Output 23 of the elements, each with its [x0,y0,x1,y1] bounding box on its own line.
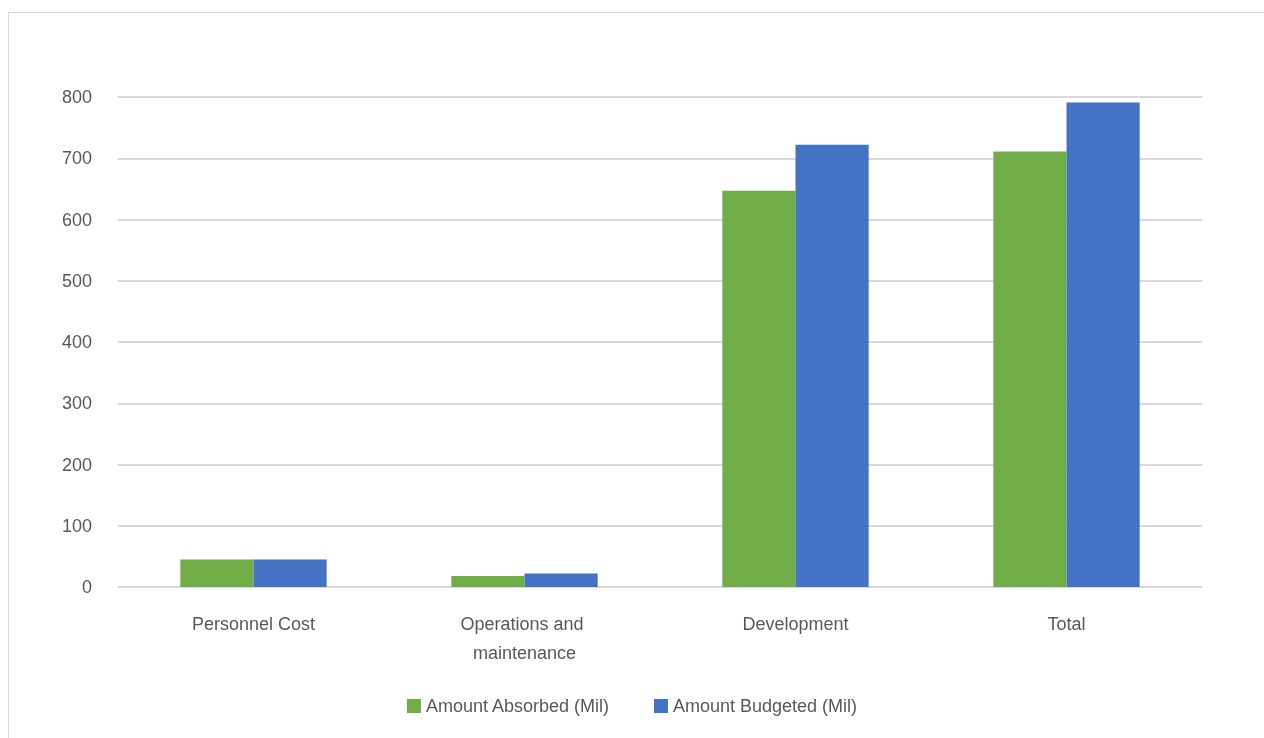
y-tick-label: 0 [81,577,92,597]
y-tick-label: 400 [61,332,92,352]
bar [524,573,598,587]
bar [1066,102,1140,587]
x-tick-label: Operations and maintenance [460,613,589,663]
y-tick-label: 700 [61,148,92,169]
bar [993,151,1067,587]
y-tick-label: 200 [61,454,92,475]
x-tick-label: Personnel Cost [191,613,316,634]
bar [795,144,869,587]
y-tick-label: 600 [61,209,92,230]
x-tick-label: Development [742,613,849,634]
x-tick-label: Total [1047,613,1086,634]
y-tick-label: 800 [61,87,92,107]
y-tick-label: 500 [61,270,92,291]
bar [180,559,254,587]
bar [253,559,327,587]
legend-label: Amount Absorbed (Mil) [425,696,609,716]
bar [722,190,796,587]
bar [451,575,525,587]
y-tick-label: 300 [61,393,92,414]
y-tick-label: 100 [61,515,92,536]
legend-label: Amount Budgeted (Mil) [672,696,858,716]
